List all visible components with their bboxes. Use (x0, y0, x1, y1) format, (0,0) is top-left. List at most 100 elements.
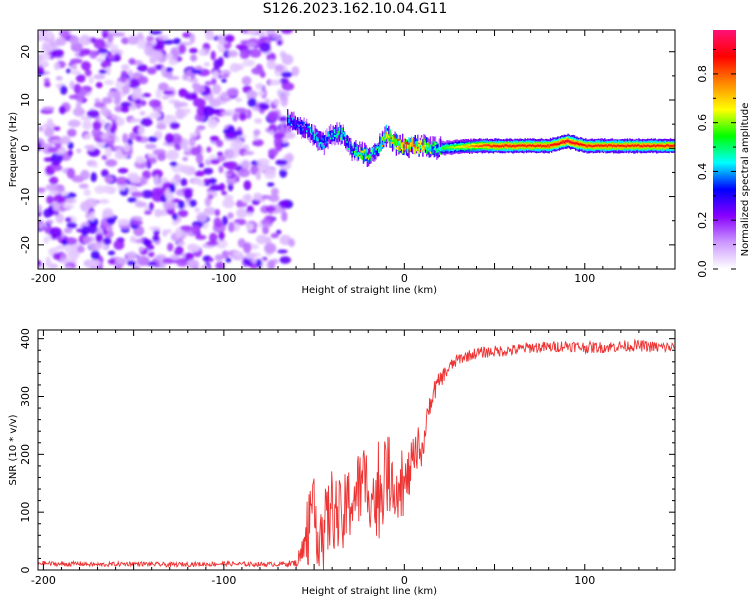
signal-cell (626, 144, 629, 147)
signal-cell (393, 135, 395, 138)
signal-cell (306, 126, 308, 134)
signal-cell (532, 144, 534, 147)
signal-cell (302, 128, 304, 131)
signal-cell (340, 129, 342, 137)
line-frame (37, 329, 676, 571)
signal-cell (289, 121, 291, 124)
signal-cell (354, 150, 356, 153)
signal-cell (338, 131, 341, 142)
signal-cell (407, 145, 409, 148)
noise-blob (222, 215, 228, 226)
noise-blob (138, 125, 145, 136)
signal-cell (654, 145, 656, 148)
x-tick-label: 0 (401, 272, 408, 285)
noise-blob (213, 217, 222, 228)
noise-blob (255, 171, 261, 181)
signal-cell (423, 148, 425, 151)
noise-blob (102, 32, 108, 39)
signal-cell (307, 126, 309, 128)
noise-blob (168, 58, 178, 66)
noise-blob (165, 229, 172, 234)
signal-cell (364, 154, 366, 162)
signal-cell (288, 118, 290, 123)
signal-cell (321, 142, 323, 147)
signal-cell (594, 144, 596, 147)
signal-cell (324, 141, 327, 149)
signal-cell (424, 142, 427, 147)
signal-cell (317, 133, 319, 141)
signal-cell (586, 143, 588, 148)
signal-cell (298, 122, 300, 127)
noise-blob (291, 66, 300, 77)
signal-cell (519, 144, 521, 147)
noise-blob (264, 168, 277, 180)
signal-cell (453, 146, 456, 149)
signal-cell (408, 142, 410, 145)
signal-cell (460, 145, 462, 148)
noise-blob (60, 252, 67, 259)
signal-cell (326, 128, 328, 143)
noise-blob (245, 41, 257, 47)
signal-cell (602, 145, 605, 147)
noise-blob (123, 143, 131, 153)
signal-cell (337, 131, 339, 134)
signal-cell (396, 145, 399, 150)
noise-blob (246, 90, 257, 102)
signal-cell (635, 144, 638, 147)
noise-blob (267, 259, 276, 269)
noise-blob (167, 242, 174, 252)
noise-blob (216, 151, 224, 157)
noise-blob (146, 35, 155, 43)
noise-blob (102, 208, 114, 217)
colorbar-tick-label: 0.8 (696, 65, 709, 83)
noise-blob (72, 107, 86, 117)
noise-blob (142, 170, 151, 180)
signal-cell (537, 144, 539, 147)
noise-blob (256, 234, 269, 245)
signal-cell (485, 144, 487, 147)
noise-blob (221, 78, 227, 83)
signal-cell (618, 144, 620, 147)
signal-cell (322, 145, 324, 150)
signal-cell (330, 130, 332, 136)
signal-cell (347, 141, 350, 146)
signal-cell (303, 117, 305, 132)
noise-blob (279, 168, 288, 178)
signal-cell (470, 144, 472, 147)
noise-blob (239, 112, 247, 121)
noise-blob (211, 84, 222, 95)
noise-blob (148, 99, 162, 108)
noise-blob (121, 64, 130, 71)
noise-blob (53, 126, 61, 131)
signal-cell (361, 150, 363, 153)
signal-cell (559, 141, 562, 144)
signal-cell (319, 143, 322, 148)
signal-cell (386, 134, 389, 137)
signal-cell (592, 145, 595, 148)
signal-cell (405, 144, 408, 149)
noise-blob (180, 178, 188, 187)
noise-blob (282, 136, 288, 144)
noise-blob (93, 74, 106, 80)
signal-cell (527, 144, 529, 147)
noise-blob (252, 139, 264, 147)
signal-cell (399, 139, 401, 147)
noise-blob (90, 250, 100, 261)
signal-cell (490, 145, 492, 148)
noise-blob (272, 98, 280, 106)
signal-cell (666, 144, 668, 147)
signal-cell (369, 153, 371, 158)
noise-blob (70, 58, 83, 64)
signal-cell (438, 143, 440, 146)
signal-cell (463, 146, 466, 149)
signal-cell (442, 146, 444, 149)
noise-blob (177, 209, 189, 218)
signal-cell (307, 130, 309, 138)
noise-blob (90, 172, 97, 183)
noise-blob (214, 254, 224, 261)
signal-cell (510, 143, 512, 148)
snr-series-group (38, 338, 675, 570)
noise-blob (226, 87, 239, 97)
signal-cell (290, 123, 293, 126)
noise-blob (243, 257, 255, 267)
